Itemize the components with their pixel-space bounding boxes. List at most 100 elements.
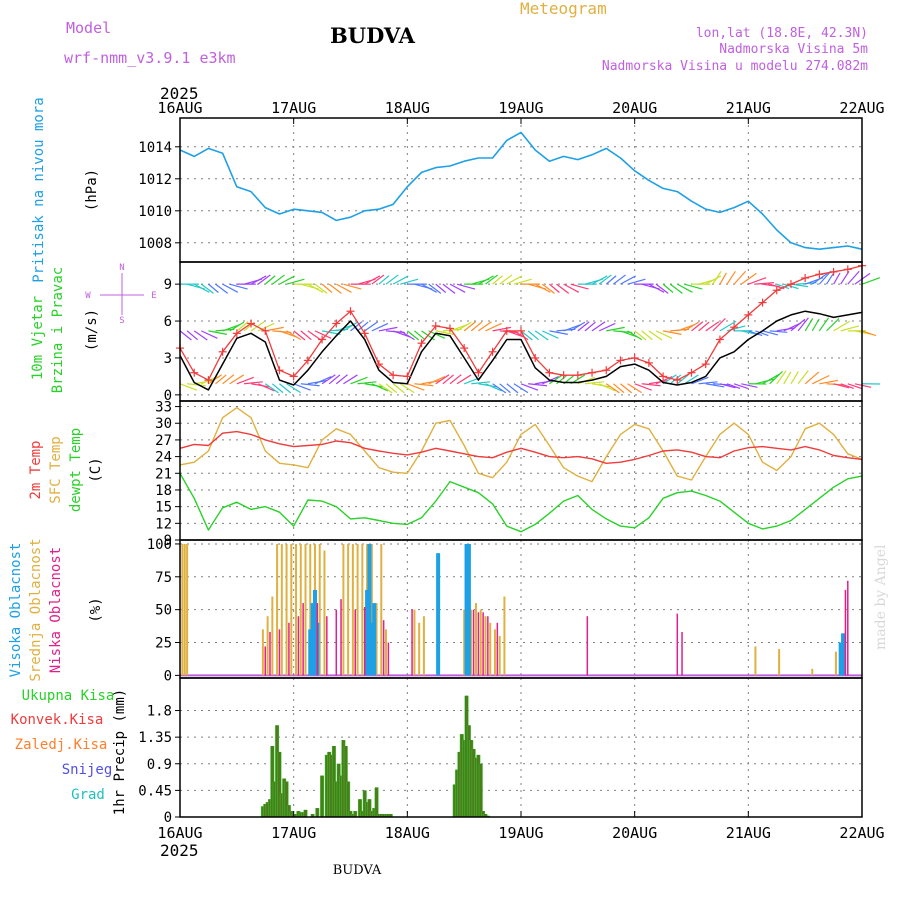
wind-arrow: [797, 370, 809, 385]
wind-arrow: [776, 283, 790, 290]
convective-rain-bar: [270, 746, 274, 817]
wind-arrow: [641, 330, 653, 341]
y-tick-label: 33: [155, 400, 172, 416]
wind-arrow: [634, 330, 647, 341]
y-tick-label: 1.35: [138, 730, 172, 746]
mid-cloud-bar: [299, 543, 302, 676]
wind-arrow: [776, 370, 787, 385]
wind-arrow: [705, 321, 720, 332]
wind-arrow: [591, 321, 606, 332]
x-tick-label-top: 16AUG: [157, 99, 202, 117]
convective-rain-bar: [363, 790, 367, 817]
low-cloud-bar: [482, 612, 484, 676]
wind-ylabel: (m/s): [84, 309, 100, 351]
wind-arrow: [662, 283, 674, 293]
wind-arrow: [485, 274, 499, 285]
wind-arrow: [549, 330, 568, 335]
wind-arrow: [293, 330, 306, 341]
wind-arrow: [684, 374, 699, 385]
wind-arrow: [542, 330, 559, 339]
wind-arrow: [499, 274, 513, 285]
wind-arrow: [456, 374, 472, 385]
cloud-title-high: Visoka Oblacnost: [8, 543, 24, 678]
high-cloud-bar: [365, 589, 370, 676]
high-cloud-bar: [372, 603, 377, 676]
pressure-title: Pritisak na nivou mora: [31, 97, 47, 282]
convective-rain-bar: [289, 811, 293, 817]
convective-rain-bar: [261, 806, 265, 817]
wind-arrow: [236, 376, 255, 385]
wind-arrow: [591, 275, 608, 285]
wind-arrow: [222, 283, 239, 293]
station-title: BUDVA: [330, 23, 416, 48]
y-tick-label: 3: [164, 351, 172, 367]
wind-arrow: [556, 283, 570, 294]
y-tick-label: 1012: [138, 172, 172, 188]
convective-rain-bar: [370, 811, 374, 817]
temp-2m-line: [179, 430, 863, 464]
low-cloud-bar: [477, 612, 480, 676]
plot-area: 1008101010121014036991215182124273033025…: [138, 99, 884, 842]
convective-rain-bar: [320, 775, 324, 817]
temp-title-dewpt: dewpt Temp: [68, 428, 84, 512]
wind-arrow: [314, 330, 332, 339]
mid-cloud-bar: [463, 609, 466, 676]
wind-arrow: [726, 270, 736, 285]
convective-rain-bar: [384, 814, 388, 817]
wind-arrow: [520, 330, 533, 341]
temp-ylabel: (C): [88, 457, 104, 482]
mid-cloud-bar: [418, 622, 421, 676]
wind-arrow: [733, 270, 747, 285]
convective-rain-bar: [453, 784, 457, 817]
convective-rain-bar: [465, 695, 469, 817]
wind-arrow: [804, 371, 820, 385]
convective-rain-bar: [346, 781, 350, 817]
wind-arrow: [627, 278, 646, 285]
wind-arrow: [307, 330, 322, 341]
wind-arrow: [506, 330, 525, 338]
mid-cloud-bar: [489, 622, 492, 676]
wind-arrow: [563, 324, 581, 332]
mid-cloud-bar: [290, 543, 293, 676]
wind-arrow: [847, 270, 860, 285]
wind-arrow: [598, 322, 616, 332]
wind-arrow: [378, 275, 390, 285]
y-tick-label: 0.45: [138, 783, 172, 799]
x-tick-label-bottom: 16AUG: [157, 824, 202, 842]
compass-s: S: [119, 316, 124, 326]
low-cloud-bar: [335, 609, 338, 676]
wind-arrow: [833, 383, 850, 389]
wind-arrow: [854, 383, 872, 388]
wind-arrow: [485, 383, 503, 392]
wind-arrow: [179, 330, 192, 341]
convective-rain-bar: [299, 812, 303, 817]
wind-arrow: [208, 283, 219, 293]
wind-speed-line: [179, 310, 863, 391]
convective-rain-bar: [275, 725, 279, 817]
wind-arrow: [499, 383, 511, 394]
temp-title-2m: 2m Temp: [28, 440, 44, 499]
wind-arrow: [492, 383, 507, 394]
x-tick-label-top: 18AUG: [385, 99, 430, 117]
wind-arrow: [627, 330, 643, 341]
wind-arrow: [492, 275, 503, 285]
low-cloud-bar: [411, 609, 413, 676]
convective-rain-bar: [460, 734, 464, 817]
wind-arrow: [606, 326, 625, 332]
wind-arrow: [797, 317, 809, 332]
wind-arrow: [563, 283, 580, 293]
mid-cloud-bar: [498, 635, 501, 676]
mid-cloud-bar: [183, 543, 186, 676]
wind-arrow: [414, 330, 426, 341]
y-tick-label: 6: [164, 314, 172, 330]
wind-arrow: [726, 383, 741, 390]
mid-cloud-bar: [342, 543, 345, 676]
wind-arrow: [357, 321, 369, 332]
convective-rain-bar: [386, 814, 390, 817]
mid-cloud-bar: [280, 543, 283, 676]
wind-arrow: [804, 318, 814, 332]
convective-rain-bar: [457, 751, 461, 817]
wind-arrow: [705, 275, 722, 285]
wind-arrow: [520, 383, 539, 391]
